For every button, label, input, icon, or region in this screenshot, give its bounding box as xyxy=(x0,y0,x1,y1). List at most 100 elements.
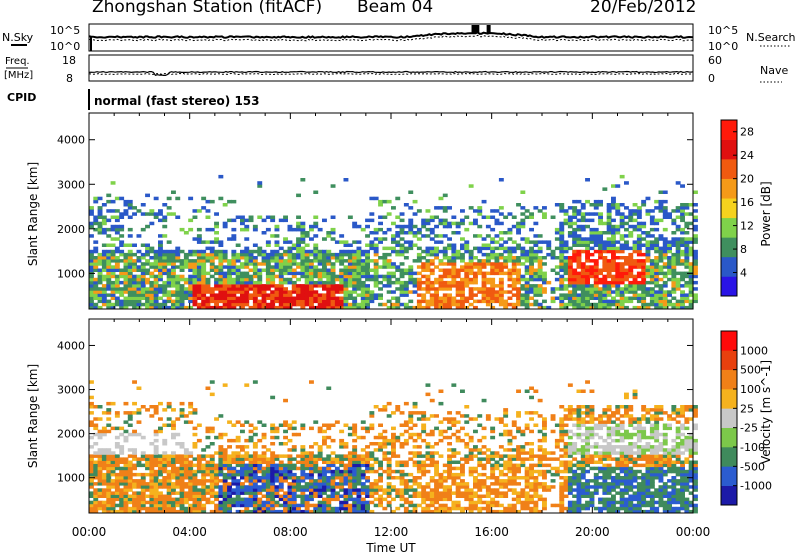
power-cell-2534 xyxy=(632,246,638,251)
velocity-cell-1177 xyxy=(330,463,336,468)
power-cell-2758 xyxy=(675,287,681,291)
power-cell-1384 xyxy=(386,284,392,288)
velocity-cell-1377 xyxy=(378,497,383,502)
power-cell-784 xyxy=(252,305,258,310)
power-cell-2494 xyxy=(624,227,629,232)
velocity-cell-679 xyxy=(222,448,228,452)
power-cell-1677 xyxy=(455,293,461,297)
power-cell-1238 xyxy=(352,305,358,310)
velocity-cell-2016 xyxy=(533,494,539,498)
velocity-cell-1663 xyxy=(447,485,452,489)
power-cell-2302 xyxy=(593,268,599,272)
velocity-cell-1102 xyxy=(317,506,323,511)
power-cell-2197 xyxy=(576,277,582,282)
power-cell-240 xyxy=(132,290,137,294)
power-cell-1419 xyxy=(395,277,401,282)
velocity-cell-629 xyxy=(214,479,219,483)
power-cell-1321 xyxy=(369,290,375,294)
power-cell-253 xyxy=(132,206,137,210)
power-cell-61 xyxy=(97,256,103,260)
power-cell-1102 xyxy=(317,256,323,260)
power-cell-2514 xyxy=(628,234,634,238)
velocity-cell-1961 xyxy=(520,463,526,468)
power-cell-2537 xyxy=(632,227,638,232)
velocity-cell-57 xyxy=(97,476,103,480)
power-cell-2078 xyxy=(554,277,560,282)
power-cell-1154 xyxy=(330,277,336,282)
power-cell-1599 xyxy=(438,277,444,282)
velocity-cell-1106 xyxy=(317,491,323,495)
power-cell-18 xyxy=(89,249,94,254)
power-cell-2240 xyxy=(580,206,586,210)
velocity-cell-841 xyxy=(257,463,263,468)
velocity-cell-121 xyxy=(110,509,116,514)
power-cell-2591 xyxy=(641,203,647,207)
power-cell-2394 xyxy=(606,203,612,207)
power-cell-2060 xyxy=(542,206,547,210)
power-cell-43 xyxy=(93,221,99,226)
power-cell-1538 xyxy=(425,284,431,288)
power-cell-863 xyxy=(270,293,276,297)
power-cell-2818 xyxy=(684,246,690,251)
velocity-cell-1173 xyxy=(330,479,336,483)
velocity-cell-264 xyxy=(136,460,142,464)
power-cell-2227 xyxy=(580,271,586,276)
power-cell-2261 xyxy=(585,243,590,247)
velocity-cell-1030 xyxy=(300,488,306,492)
power-cell-2221 xyxy=(580,290,586,294)
velocity-cell-142 xyxy=(114,503,120,508)
power-cell-950 xyxy=(287,262,293,266)
power-cell-102 xyxy=(106,277,112,282)
velocity-cell-1431 xyxy=(391,485,396,489)
power-cell-1503 xyxy=(416,287,422,291)
power-cell-226 xyxy=(127,252,133,257)
velocity-cell-1779 xyxy=(473,429,478,434)
velocity-cell-320 xyxy=(149,457,155,461)
power-cell-1224 xyxy=(347,284,353,288)
power-cell-1198 xyxy=(339,234,345,238)
power-cell-2195 xyxy=(576,284,582,288)
power-cell-1556 xyxy=(429,296,435,300)
power-cell-2272 xyxy=(589,293,595,297)
velocity-cell-1845 xyxy=(490,429,496,434)
velocity-cell-332 xyxy=(153,488,159,492)
velocity-cell-1684 xyxy=(451,479,457,483)
velocity-cell-401 xyxy=(166,488,172,492)
velocity-cell-823 xyxy=(252,451,258,455)
power-cell-1890 xyxy=(503,231,509,235)
power-cell-690 xyxy=(231,290,237,294)
velocity-cell-804 xyxy=(252,509,258,514)
power-cell-2001 xyxy=(529,256,534,260)
velocity-cell-530 xyxy=(192,494,198,498)
power-cell-2028 xyxy=(537,305,543,310)
power-cell-1967 xyxy=(520,190,526,194)
velocity-cell-715 xyxy=(231,457,237,461)
velocity-cell-1334 xyxy=(365,466,370,471)
velocity-cell-1583 xyxy=(425,417,431,421)
velocity-cell-1302 xyxy=(356,435,362,440)
power-cell-1889 xyxy=(503,240,509,244)
power-cell-2230 xyxy=(580,262,586,266)
velocity-cell-903 xyxy=(270,460,276,464)
power-cell-1160 xyxy=(330,256,336,260)
velocity-cell-450 xyxy=(175,469,181,474)
power-cell-1464 xyxy=(403,231,409,235)
velocity-cell-1533 xyxy=(416,482,422,486)
power-cell-1462 xyxy=(403,246,409,251)
velocity-cell-630 xyxy=(214,476,219,480)
velocity-cell-60 xyxy=(97,466,103,471)
power-cell-148 xyxy=(114,284,120,288)
power-cell-2178 xyxy=(572,240,578,244)
power-cell-2817 xyxy=(684,249,690,254)
velocity-cell-1525 xyxy=(412,423,418,427)
power-cell-1276 xyxy=(356,240,362,244)
velocity-cell-1596 xyxy=(429,460,435,464)
velocity-cell-1606 xyxy=(434,506,439,511)
velocity-cell-1500 xyxy=(408,457,414,461)
velocity-cell-736 xyxy=(235,451,241,455)
power-cell-2475 xyxy=(619,203,625,207)
power-cell-1291 xyxy=(360,262,366,266)
power-cell-2285 xyxy=(589,234,595,238)
velocity-cell-293 xyxy=(145,488,150,492)
velocity-cell-1707 xyxy=(455,466,461,471)
